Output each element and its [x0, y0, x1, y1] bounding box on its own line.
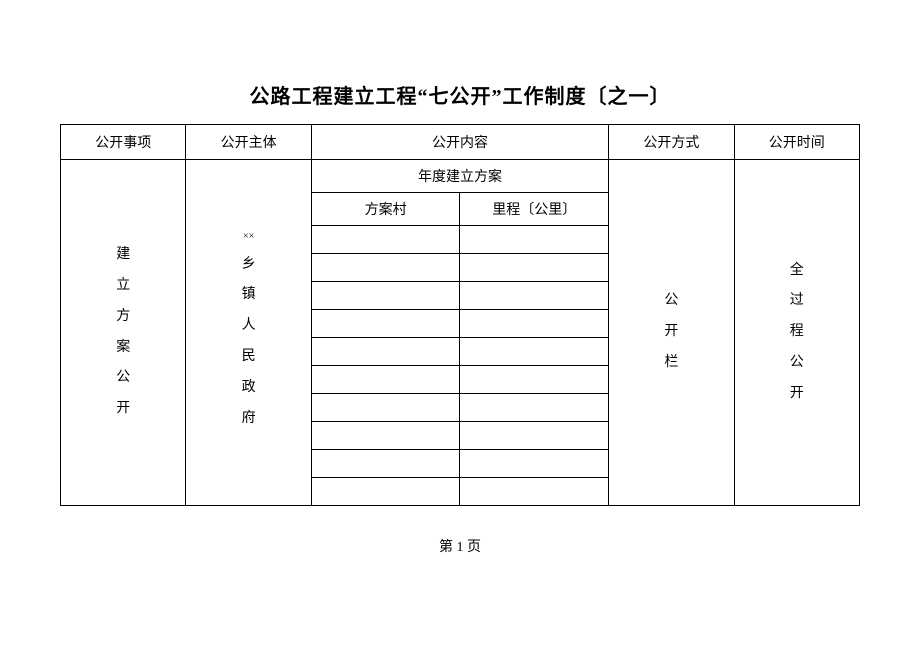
cell-mileage — [460, 310, 609, 338]
header-time: 公开时间 — [734, 125, 859, 160]
cell-time: 全 过 程 公 开 — [734, 160, 859, 506]
table-header-row: 公开事项 公开主体 公开内容 公开方式 公开时间 — [61, 125, 860, 160]
cell-mileage — [460, 366, 609, 394]
subject-xx: ×× — [190, 231, 306, 242]
page-number: 第 1 页 — [60, 536, 860, 556]
subject-text: 乡 镇 人 民 政 府 — [190, 250, 306, 435]
cell-method: 公 开 栏 — [609, 160, 734, 506]
cell-village — [311, 282, 460, 310]
cell-mileage — [460, 422, 609, 450]
main-table: 公开事项 公开主体 公开内容 公开方式 公开时间 建 立 方 案 公 开 ×× … — [60, 124, 860, 506]
matters-text: 建 立 方 案 公 开 — [65, 240, 181, 425]
cell-village — [311, 254, 460, 282]
cell-mileage — [460, 254, 609, 282]
cell-village — [311, 226, 460, 254]
cell-mileage — [460, 394, 609, 422]
cell-village — [311, 422, 460, 450]
cell-mileage — [460, 450, 609, 478]
cell-village — [311, 450, 460, 478]
header-matters: 公开事项 — [61, 125, 186, 160]
method-text: 公 开 栏 — [613, 286, 729, 378]
sub-header-row-1: 建 立 方 案 公 开 ×× 乡 镇 人 民 政 府 年度建立方案 公 开 栏 … — [61, 160, 860, 193]
cell-village — [311, 338, 460, 366]
cell-mileage — [460, 478, 609, 506]
cell-village-header: 方案村 — [311, 193, 460, 226]
header-method: 公开方式 — [609, 125, 734, 160]
cell-village — [311, 366, 460, 394]
cell-mileage — [460, 338, 609, 366]
time-text: 全 过 程 公 开 — [739, 256, 855, 410]
document-container: 公路工程建立工程“七公开”工作制度〔之一〕 公开事项 公开主体 公开内容 公开方… — [0, 0, 920, 556]
header-subject: 公开主体 — [186, 125, 311, 160]
cell-village — [311, 478, 460, 506]
cell-village — [311, 310, 460, 338]
cell-mileage — [460, 226, 609, 254]
cell-village — [311, 394, 460, 422]
cell-matters: 建 立 方 案 公 开 — [61, 160, 186, 506]
cell-subject: ×× 乡 镇 人 民 政 府 — [186, 160, 311, 506]
page-title: 公路工程建立工程“七公开”工作制度〔之一〕 — [60, 80, 860, 109]
cell-annual-plan: 年度建立方案 — [311, 160, 608, 193]
cell-mileage-header: 里程〔公里〕 — [460, 193, 609, 226]
cell-mileage — [460, 282, 609, 310]
header-content: 公开内容 — [311, 125, 608, 160]
